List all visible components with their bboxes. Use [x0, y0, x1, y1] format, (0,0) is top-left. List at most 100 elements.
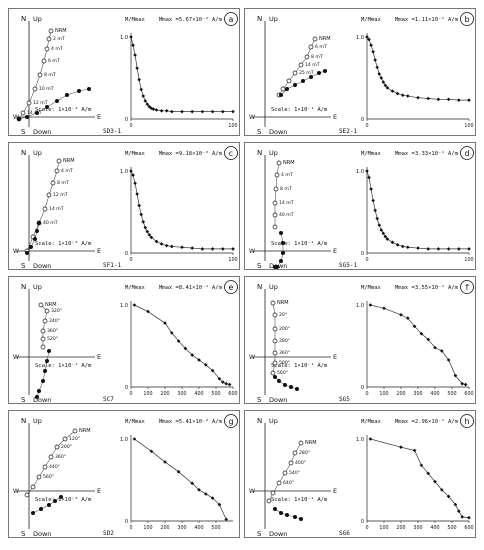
- demag-point: [368, 437, 373, 441]
- demag-point: [369, 43, 373, 47]
- panel-letter-badge: [460, 12, 474, 26]
- demag-point: [139, 87, 143, 92]
- filled-circle-point: [45, 359, 49, 363]
- demag-point: [369, 187, 373, 191]
- sample-name: SF1-1: [103, 262, 121, 269]
- demag-point: [399, 445, 403, 449]
- step-label: 4 mT: [61, 168, 73, 174]
- open-circle-point: [48, 454, 54, 460]
- demag-point: [395, 243, 400, 247]
- demag-point: [433, 345, 437, 350]
- demag-point: [137, 77, 141, 82]
- demag-point: [137, 203, 141, 208]
- demag-point: [164, 243, 169, 248]
- y-tick-label: 0: [361, 385, 364, 391]
- demag-point: [227, 382, 232, 387]
- axis-label-n: N: [257, 149, 262, 157]
- panel-letter: b: [464, 15, 469, 24]
- demag-point: [200, 109, 205, 114]
- x-tick-label: 300: [177, 391, 186, 397]
- demag-point: [151, 107, 156, 111]
- demag-point: [224, 517, 228, 522]
- open-circle-point: [272, 360, 278, 366]
- axis-label-w: W: [13, 248, 19, 255]
- filled-circle-point: [45, 105, 49, 109]
- demag-point: [416, 246, 420, 250]
- y-tick-label: 1.0: [356, 303, 364, 309]
- axis-label-w: W: [249, 114, 255, 121]
- demag-point: [426, 471, 430, 476]
- scale-label: Scale: 1×10⁻¹ A/m: [271, 496, 328, 503]
- step-label: 8 mT: [57, 180, 69, 186]
- axis-label-down: Down: [33, 530, 51, 538]
- demag-point: [190, 353, 194, 357]
- demag-point: [457, 247, 461, 251]
- filled-circle-point: [35, 229, 39, 233]
- open-circle-point: [26, 100, 32, 106]
- x-tick-label: 600: [464, 391, 473, 397]
- y-axis-label: M/Mmax: [125, 151, 146, 157]
- x-tick-label: 400: [430, 391, 439, 397]
- zijderveld-plot: N Up S Down W E Scale: 1×10⁻¹ A/m NRM 20° 200° 280…: [249, 283, 337, 404]
- x-tick-label: 0: [365, 525, 368, 531]
- filled-circle-point: [279, 231, 283, 235]
- filled-circle-point: [273, 375, 277, 379]
- open-circle-point: [276, 160, 282, 166]
- axis-label-n: N: [257, 15, 262, 23]
- x-tick-label: 0: [365, 391, 368, 397]
- filled-circle-point: [277, 379, 281, 383]
- axis-label-n: N: [21, 283, 26, 291]
- filled-circle-point: [25, 115, 29, 119]
- open-circle-point: [20, 110, 26, 116]
- x-tick-label: 100: [228, 257, 237, 263]
- panel-e: N Up S Down W E Scale: 1×10⁻¹ A/m NRM 320° 240° 36…: [8, 276, 240, 404]
- demag-point: [135, 66, 139, 70]
- filled-circle-point: [279, 93, 283, 97]
- panel-b: N Up S Down W E Scale: 1×10⁻¹ A/m NRM 6 mT 8 mT 14…: [244, 8, 476, 136]
- x-tick-label: 100: [228, 123, 237, 129]
- mmax-label: Mmax =5.41×10⁻² A/m: [159, 418, 223, 425]
- axis-label-down: Down: [269, 128, 287, 136]
- open-circle-point: [270, 300, 276, 306]
- panel-h-svg: N Up S Down W E Scale: 1×10⁻¹ A/m NRM 280° 400° 54…: [249, 414, 474, 538]
- axis-label-down: Down: [33, 396, 51, 404]
- step-label: 12 mT: [53, 192, 68, 198]
- filled-circle-point: [47, 503, 51, 507]
- axis-label-s: S: [257, 396, 262, 404]
- x-tick-label: 200: [160, 391, 169, 397]
- demag-point: [440, 349, 444, 353]
- panel-c-svg: N Up S Down W E Scale: 1×10⁻² A/m NRM 4 mT 8 mT 12…: [13, 146, 238, 270]
- axis-label-s: S: [21, 396, 26, 404]
- x-tick-label: 200: [396, 525, 405, 531]
- panel-letter: e: [229, 283, 234, 292]
- step-label: 280°: [279, 338, 290, 344]
- filled-circle-point: [285, 87, 289, 91]
- open-circle-point: [288, 460, 294, 466]
- open-circle-point: [32, 86, 38, 92]
- x-tick-label: 100: [464, 257, 473, 263]
- demag-point: [210, 109, 215, 114]
- nrm-label: NRM: [79, 428, 91, 434]
- step-label: 6 mT: [315, 44, 327, 50]
- axis-label-s: S: [21, 128, 26, 136]
- panel-b-svg: N Up S Down W E Scale: 1×10⁻¹ A/m NRM 6 mT 8 mT 14…: [249, 12, 474, 136]
- demag-curve-chart: M/Mmax Mmax =2.96×10⁻¹ A/m 1.0 00 100 200 300 4…: [356, 418, 474, 531]
- nrm-label: NRM: [277, 300, 289, 306]
- axis-label-e: E: [333, 247, 337, 255]
- open-circle-point: [272, 326, 278, 332]
- open-circle-point: [50, 180, 56, 186]
- demag-point: [406, 316, 410, 320]
- y-tick-label: 0: [361, 519, 364, 525]
- demag-point: [131, 43, 135, 47]
- demag-point: [164, 109, 169, 113]
- x-tick-label: 300: [413, 525, 422, 531]
- y-axis-label: M/Mmax: [125, 285, 146, 291]
- mmax-label: Mmax =9.18×10⁻² A/m: [159, 150, 223, 157]
- axis-label-w: W: [13, 354, 19, 361]
- scale-label: Scale: 1×10⁻¹ A/m: [271, 362, 328, 369]
- x-tick-label: 300: [177, 525, 186, 531]
- axis-label-w: W: [249, 354, 255, 361]
- filled-circle-point: [295, 387, 299, 391]
- step-label: 240°: [49, 318, 60, 324]
